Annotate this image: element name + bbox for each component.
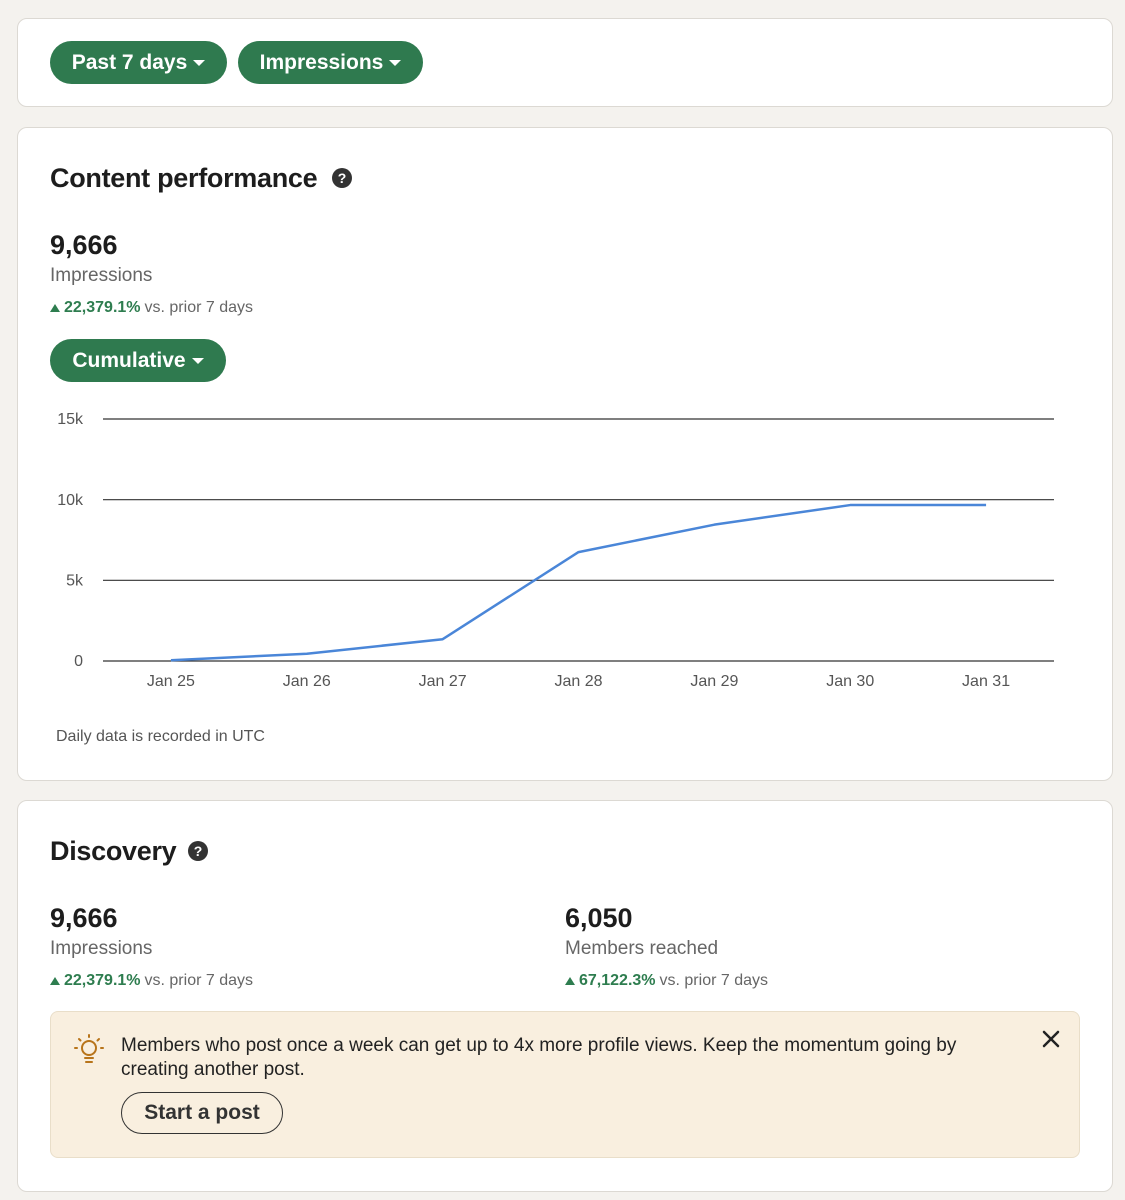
up-arrow [50, 304, 60, 312]
stat-label: Impressions [50, 938, 153, 959]
change-suffix: vs. prior 7 days [659, 972, 768, 989]
section-title: Content performance [50, 163, 318, 193]
section-title: Discovery [50, 836, 177, 866]
y-tick-label: 10k [57, 492, 84, 509]
up-arrow [50, 977, 60, 985]
x-tick-label: Jan 26 [283, 673, 331, 690]
chart: 0 5k 10k 15k Jan 25 Jan 26 Jan 27 Jan 28 Jan 29 J… [57, 411, 1054, 690]
bulb-icon [74, 1034, 104, 1063]
filter-button[interactable]: Impressions [238, 41, 423, 84]
up-arrow [565, 977, 575, 985]
metric-label: Impressions [50, 265, 153, 286]
x-tick-label: Jan 29 [690, 673, 738, 690]
caret [389, 59, 402, 66]
y-tick-label: 15k [57, 411, 84, 428]
x-tick-label: Jan 25 [147, 673, 195, 690]
filter-button[interactable]: Past 7 days [50, 41, 227, 84]
stat-value: 9,666 [50, 903, 118, 933]
x-tick-label: Jan 27 [419, 673, 467, 690]
start-post-button[interactable]: Start a post [121, 1092, 283, 1134]
view-label: Cumulative [72, 348, 186, 372]
change-value: 67,122.3% [579, 972, 656, 989]
stat-change: 22,379.1% vs. prior 7 days [50, 972, 253, 990]
view-button[interactable]: Cumulative [50, 339, 226, 382]
filter-label: Impressions [259, 50, 384, 74]
data-line [170, 503, 987, 662]
change-value: 22,379.1% [64, 299, 141, 316]
caret [193, 59, 206, 66]
stat-value: 6,050 [565, 903, 633, 933]
change-value: 22,379.1% [64, 972, 141, 989]
stat-change: 67,122.3% vs. prior 7 days [565, 972, 768, 990]
help-icon[interactable]: ? [188, 841, 208, 861]
change-suffix: vs. prior 7 days [144, 972, 253, 989]
caret [191, 357, 204, 364]
change-suffix: vs. prior 7 days [144, 299, 253, 316]
x-tick-label: Jan 31 [962, 673, 1010, 690]
notice-text: Members who post once a week can get up … [121, 1035, 957, 1080]
filter-label: Past 7 days [71, 50, 188, 74]
y-tick-label: 0 [74, 653, 83, 670]
x-tick-label: Jan 28 [554, 673, 602, 690]
close-button[interactable] [1041, 1029, 1061, 1049]
content-card [17, 127, 1113, 781]
help-icon[interactable]: ? [332, 168, 352, 188]
stat-label: Members reached [565, 938, 719, 959]
metric-value: 9,666 [50, 230, 118, 260]
y-tick-label: 5k [66, 573, 84, 590]
metric-change: 22,379.1% vs. prior 7 days [50, 299, 253, 317]
footnote: Daily data is recorded in UTC [56, 728, 265, 745]
x-tick-label: Jan 30 [826, 673, 874, 690]
